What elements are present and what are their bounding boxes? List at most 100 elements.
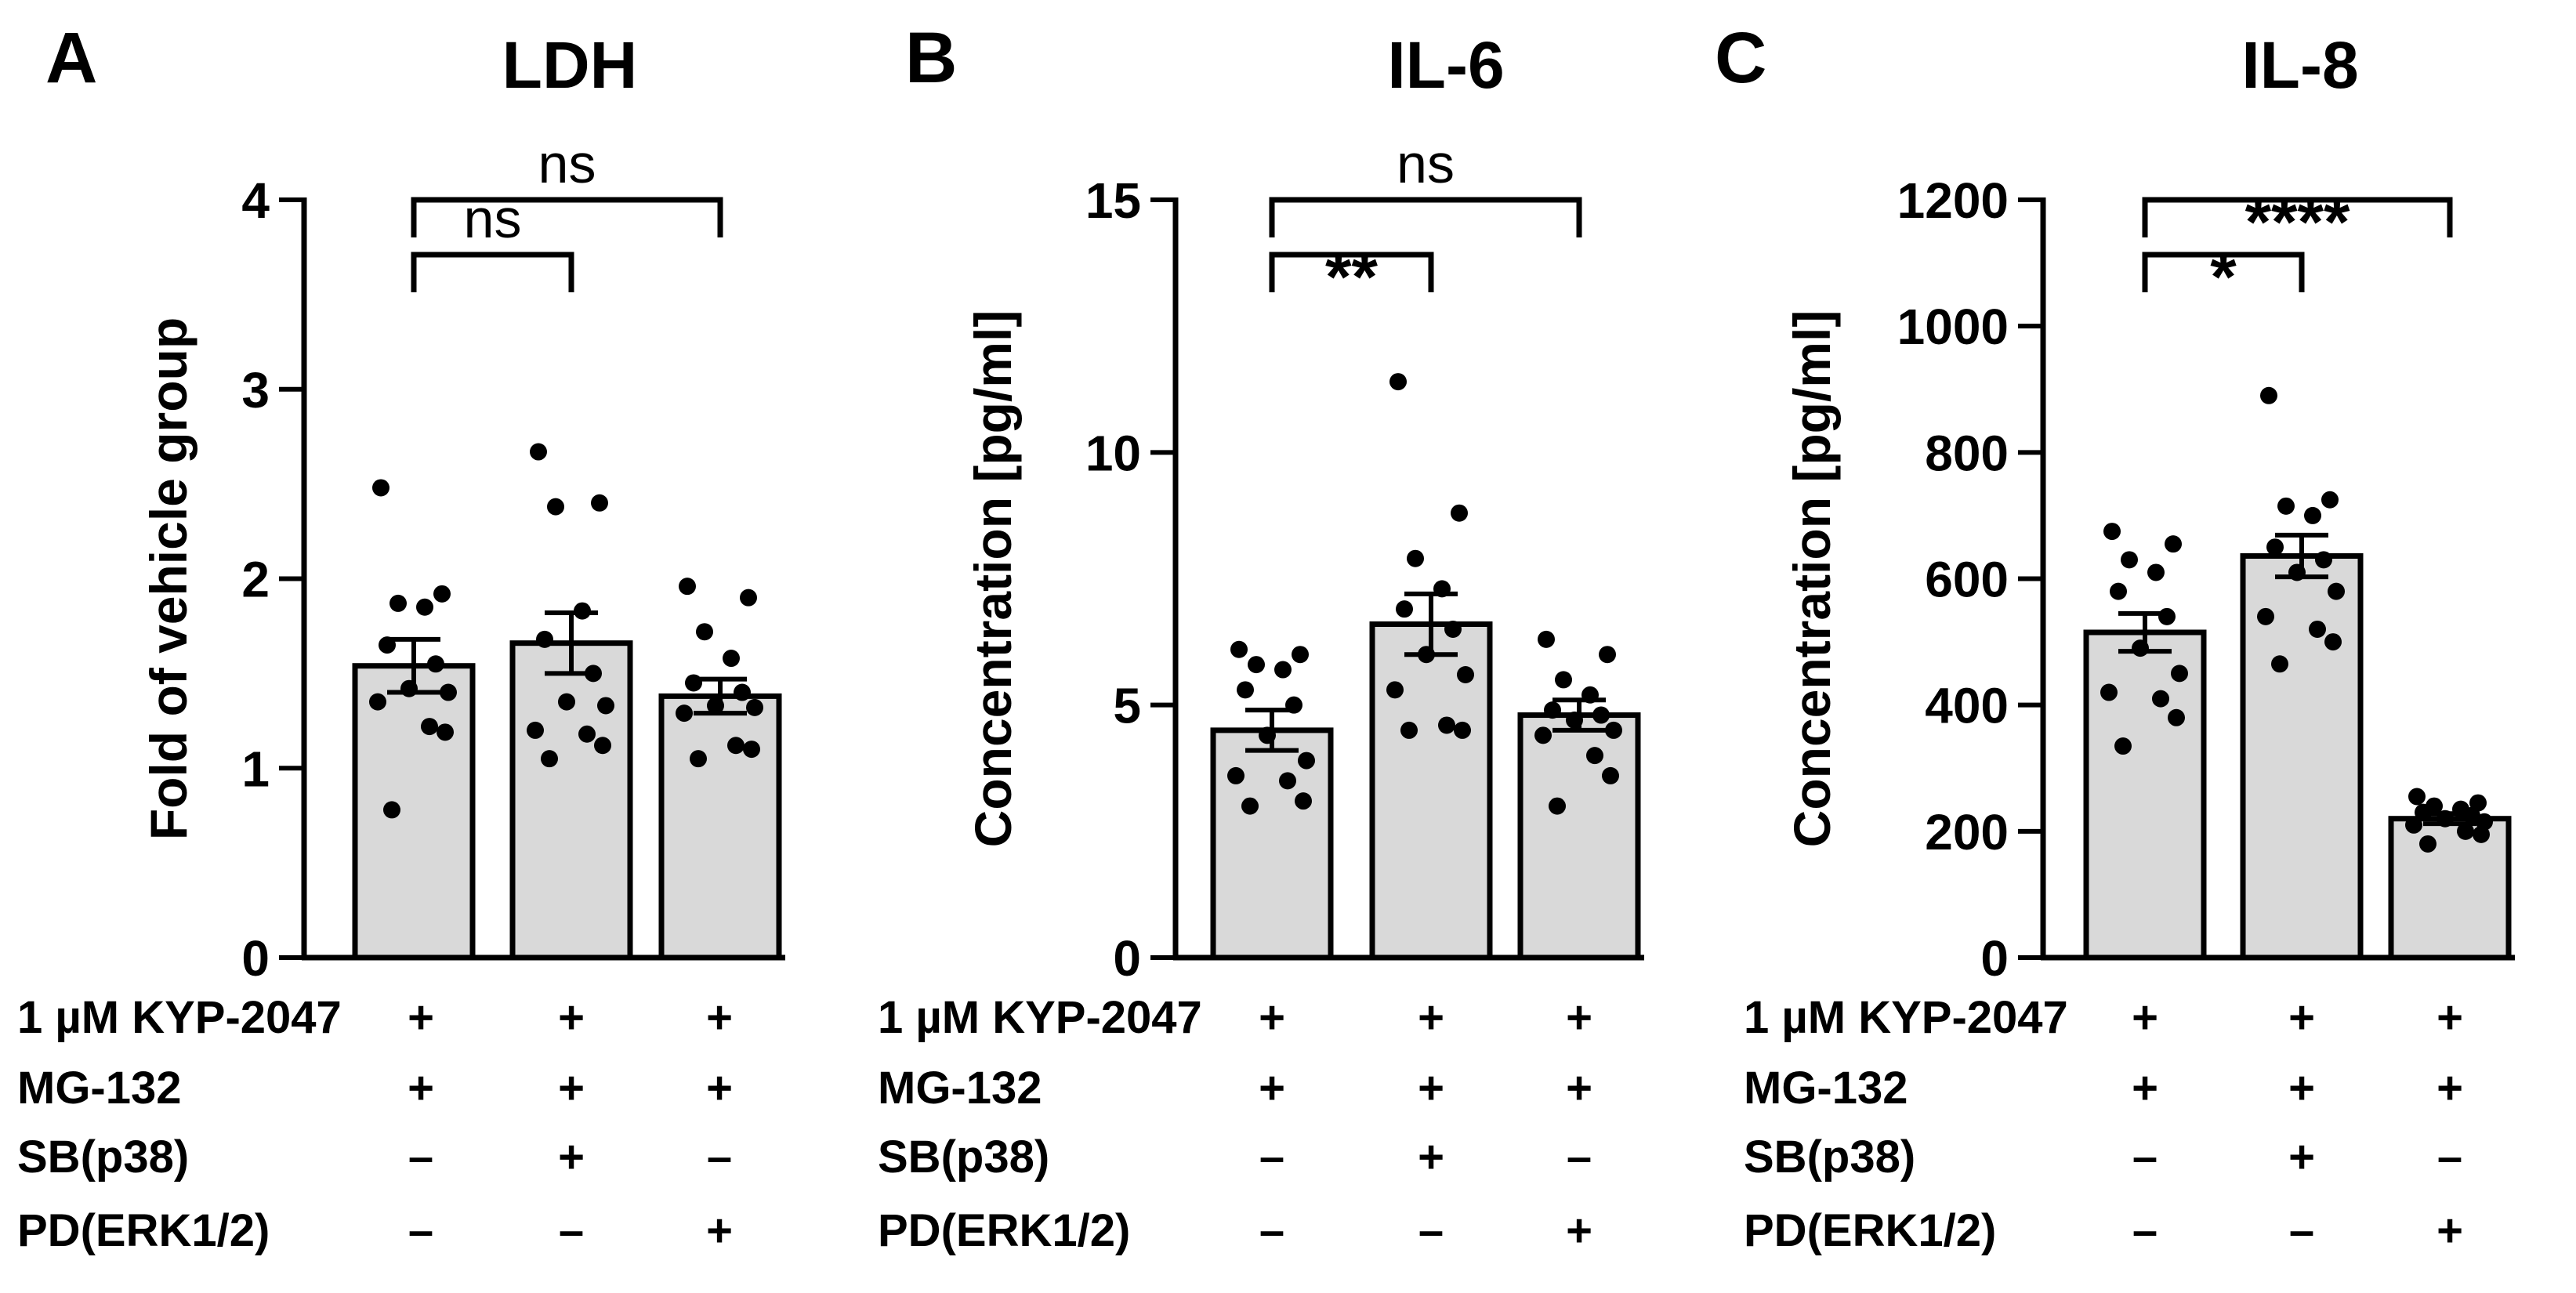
data-point (383, 801, 400, 819)
treatment-plus: + (2437, 1205, 2463, 1256)
data-point (1298, 752, 1315, 770)
data-point (723, 650, 740, 668)
treatment-plus: + (2288, 1132, 2315, 1183)
data-point (1438, 716, 1455, 734)
treatment-plus: + (1418, 992, 1444, 1043)
data-point (2100, 683, 2118, 701)
treatment-row-label: SB(p38) (1744, 1132, 1915, 1183)
data-point (547, 498, 564, 516)
treatment-minus: – (1418, 1205, 1444, 1256)
data-point (2271, 655, 2288, 673)
significance-label: ** (1325, 240, 1378, 315)
y-tick-label: 1 (241, 741, 270, 797)
data-point (2257, 607, 2274, 625)
treatment-row-label: 1 µM KYP-2047 (17, 992, 342, 1043)
treatment-minus: – (2289, 1205, 2314, 1256)
treatment-plus: + (1566, 992, 1592, 1043)
data-point (679, 578, 696, 596)
treatment-plus: + (1418, 1132, 1444, 1183)
data-point (416, 598, 433, 616)
treatment-minus: – (2132, 1132, 2158, 1183)
significance-bracket (411, 197, 723, 237)
data-point (2260, 386, 2277, 404)
data-point (696, 623, 713, 641)
significance-label: **** (2245, 185, 2350, 260)
panel-c: C IL-8 Concentration [pg/ml] 0 200 400 600 800 1… (1715, 18, 2515, 1256)
y-tick-label: 200 (1925, 804, 2009, 860)
data-point (541, 750, 558, 768)
treatment-plus: + (706, 992, 733, 1043)
bar (509, 640, 633, 961)
chart-title: LDH (502, 28, 638, 102)
panels: A LDH Fold of vehicle group 0 1 2 3 4 ns ns 1 µM K… (17, 18, 2515, 1256)
treatment-plus: + (706, 1205, 733, 1256)
data-point (440, 683, 457, 701)
y-tick-label: 0 (241, 930, 270, 987)
data-point (2165, 535, 2182, 553)
bar (2083, 629, 2207, 961)
data-point (2304, 506, 2321, 524)
treatment-plus: + (558, 1063, 585, 1114)
treatment-row-label: PD(ERK1/2) (1744, 1205, 1996, 1256)
data-point (591, 494, 608, 512)
treatment-plus: + (1566, 1205, 1592, 1256)
treatment-plus: + (2288, 992, 2315, 1043)
y-tick-label: 5 (1113, 678, 1141, 734)
treatment-plus: + (1566, 1063, 1592, 1114)
data-point (1444, 620, 1462, 638)
treatment-plus: + (2132, 992, 2158, 1043)
significance-label: ns (538, 133, 596, 194)
significance-bracket (2142, 252, 2305, 292)
treatment-plus: + (1259, 992, 1285, 1043)
y-tick-label: 3 (241, 362, 270, 418)
data-point (746, 698, 763, 716)
y-tick-label: 0 (1980, 930, 2009, 987)
data-point (536, 630, 553, 648)
data-point (1549, 797, 1566, 815)
data-point (427, 655, 444, 673)
significance-bracket (411, 252, 574, 292)
treatment-row-label: MG-132 (1744, 1063, 1908, 1114)
data-point (676, 704, 693, 723)
treatment-plus: + (2437, 1063, 2463, 1114)
data-point (437, 723, 454, 741)
panel-b: B IL-6 Concentration [pg/ml] 0 5 10 15 ** ns 1 µM… (878, 18, 1644, 1256)
treatment-minus: – (1259, 1132, 1284, 1183)
treatment-plus: + (2437, 992, 2463, 1043)
y-axis-label: Concentration [pg/ml] (1783, 310, 1841, 848)
data-point (1292, 646, 1309, 664)
treatment-plus: + (1259, 1063, 1285, 1114)
data-point (1279, 772, 1296, 790)
treatment-plus: + (2288, 1063, 2315, 1114)
data-point (1386, 681, 1404, 699)
data-point (1586, 747, 1603, 765)
treatment-row-label: MG-132 (878, 1063, 1042, 1114)
y-tick-label: 800 (1925, 425, 2009, 481)
treatment-plus: + (558, 1132, 585, 1183)
bar (1517, 712, 1641, 961)
treatment-row-label: PD(ERK1/2) (878, 1205, 1130, 1256)
data-point (2309, 620, 2326, 638)
data-point (1396, 600, 1413, 618)
data-point (2103, 523, 2121, 541)
data-point (1400, 721, 1418, 739)
treatment-minus: – (1567, 1132, 1592, 1183)
data-point (2408, 788, 2426, 806)
data-point (2405, 816, 2422, 834)
data-point (1451, 504, 1468, 522)
treatment-minus: – (2437, 1132, 2462, 1183)
data-point (530, 443, 547, 461)
treatment-plus: + (558, 992, 585, 1043)
data-point (727, 737, 745, 755)
data-point (558, 693, 575, 711)
data-point (1457, 665, 1474, 683)
panel-letter: A (45, 18, 97, 98)
data-point (2168, 708, 2185, 726)
data-point (578, 725, 596, 743)
data-point (2158, 607, 2176, 625)
y-tick-label: 1000 (1897, 299, 2009, 355)
data-point (2152, 690, 2169, 708)
data-point (1227, 766, 1245, 784)
data-point (2266, 538, 2284, 556)
